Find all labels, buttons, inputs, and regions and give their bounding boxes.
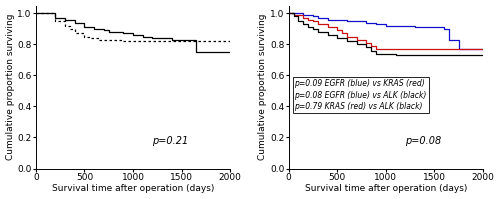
- X-axis label: Survival time after operation (days): Survival time after operation (days): [304, 184, 467, 193]
- Text: p=0.08: p=0.08: [406, 136, 442, 146]
- X-axis label: Survival time after operation (days): Survival time after operation (days): [52, 184, 214, 193]
- Text: p=0.21: p=0.21: [152, 136, 188, 146]
- Text: p=0.09 EGFR (blue) vs KRAS (red)
p=0.08 EGFR (blue) vs ALK (black)
p=0.79 KRAS (: p=0.09 EGFR (blue) vs KRAS (red) p=0.08 …: [294, 79, 427, 111]
- Y-axis label: Cumulative proportion surviving: Cumulative proportion surviving: [6, 14, 15, 160]
- Y-axis label: Cumulative proportion surviving: Cumulative proportion surviving: [258, 14, 268, 160]
